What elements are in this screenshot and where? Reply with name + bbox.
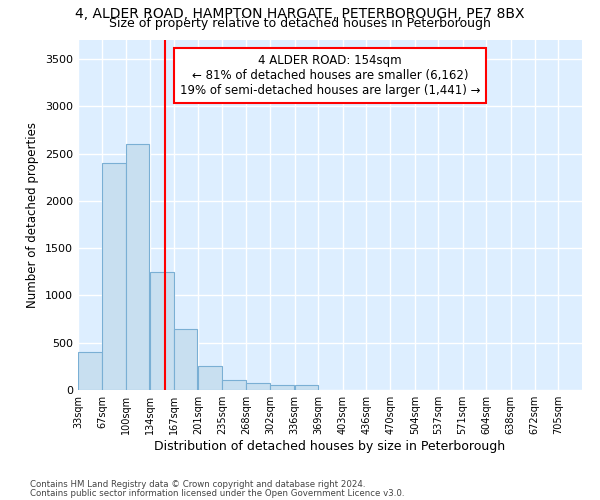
Bar bbox=[78, 352, 101, 390]
Text: Size of property relative to detached houses in Peterborough: Size of property relative to detached ho… bbox=[109, 18, 491, 30]
Text: 4 ALDER ROAD: 154sqm
← 81% of detached houses are smaller (6,162)
19% of semi-de: 4 ALDER ROAD: 154sqm ← 81% of detached h… bbox=[180, 54, 480, 97]
Bar bbox=[198, 366, 221, 390]
Y-axis label: Number of detached properties: Number of detached properties bbox=[26, 122, 40, 308]
Text: 4, ALDER ROAD, HAMPTON HARGATE, PETERBOROUGH, PE7 8BX: 4, ALDER ROAD, HAMPTON HARGATE, PETERBOR… bbox=[75, 8, 525, 22]
Bar bbox=[103, 163, 126, 390]
Bar bbox=[150, 272, 174, 390]
X-axis label: Distribution of detached houses by size in Peterborough: Distribution of detached houses by size … bbox=[154, 440, 506, 453]
Bar bbox=[126, 144, 149, 390]
Bar bbox=[223, 380, 246, 390]
Text: Contains HM Land Registry data © Crown copyright and database right 2024.: Contains HM Land Registry data © Crown c… bbox=[30, 480, 365, 489]
Bar bbox=[271, 386, 294, 390]
Bar bbox=[246, 383, 269, 390]
Bar bbox=[295, 386, 318, 390]
Text: Contains public sector information licensed under the Open Government Licence v3: Contains public sector information licen… bbox=[30, 488, 404, 498]
Bar bbox=[174, 328, 197, 390]
